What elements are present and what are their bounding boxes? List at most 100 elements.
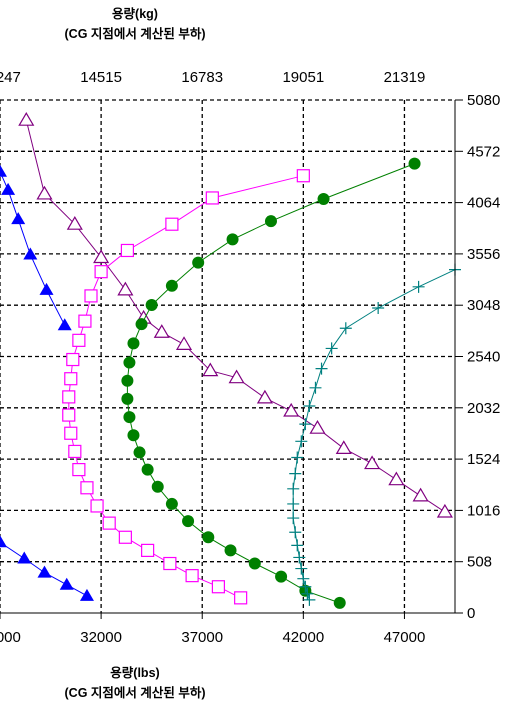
right-tick-label: 4064 bbox=[467, 195, 500, 212]
data-point-circle bbox=[264, 215, 277, 228]
right-tick-label: 3556 bbox=[467, 246, 500, 263]
data-point-circle bbox=[127, 429, 140, 442]
data-point-square bbox=[84, 289, 98, 303]
data-point-circle bbox=[165, 497, 178, 510]
data-point-square bbox=[62, 390, 76, 404]
data-point-square bbox=[64, 372, 78, 386]
data-series bbox=[0, 112, 461, 609]
data-point-triangle bbox=[79, 588, 94, 601]
data-point-plus bbox=[293, 551, 306, 564]
data-point-square bbox=[80, 481, 94, 495]
series-line bbox=[0, 170, 66, 326]
data-point-triangle bbox=[0, 164, 7, 177]
data-point-circle bbox=[151, 480, 164, 493]
data-point-triangle bbox=[175, 336, 193, 350]
data-point-plus bbox=[287, 482, 300, 495]
data-point-circle bbox=[141, 463, 154, 476]
data-point-triangle bbox=[93, 249, 110, 264]
data-point-plus bbox=[301, 587, 314, 600]
top-tick-label: 19051 bbox=[282, 69, 324, 86]
data-point-circle bbox=[182, 515, 195, 528]
data-point-triangle bbox=[36, 185, 53, 200]
data-point-square bbox=[62, 408, 76, 422]
right-tick-label: 5080 bbox=[467, 92, 500, 109]
right-tick-label: 1016 bbox=[467, 502, 500, 519]
data-point-triangle bbox=[283, 402, 300, 417]
data-point-triangle bbox=[0, 535, 7, 548]
data-point-plus bbox=[339, 322, 352, 335]
bottom-tick-label: 27000 bbox=[0, 629, 21, 646]
data-point-square bbox=[185, 569, 199, 583]
data-point-plus bbox=[309, 381, 322, 394]
data-point-triangle bbox=[66, 216, 83, 230]
data-point-triangle bbox=[23, 247, 38, 260]
bottom-tick-label: 37000 bbox=[181, 629, 223, 646]
data-point-plus bbox=[287, 512, 300, 525]
data-point-square bbox=[72, 463, 86, 477]
data-point-plus bbox=[297, 572, 310, 585]
data-point-triangle bbox=[335, 440, 352, 454]
right-tick-label: 0 bbox=[467, 605, 475, 622]
data-point-triangle bbox=[228, 369, 245, 384]
data-point-square bbox=[165, 217, 179, 231]
data-point-plus bbox=[291, 539, 304, 552]
top-tick-label: 14515 bbox=[80, 69, 122, 86]
data-point-square bbox=[68, 444, 82, 459]
top-tick-label: 21319 bbox=[384, 69, 426, 86]
bottom-tick-label: 47000 bbox=[384, 629, 426, 646]
data-point-triangle bbox=[1, 182, 16, 195]
data-point-square bbox=[163, 556, 177, 571]
data-point-circle bbox=[123, 411, 136, 424]
data-point-circle bbox=[127, 337, 140, 350]
data-point-square bbox=[90, 499, 104, 513]
data-point-square bbox=[205, 191, 219, 205]
right-tick-label: 3048 bbox=[467, 297, 500, 314]
data-point-plus bbox=[289, 526, 302, 539]
data-point-circle bbox=[408, 157, 421, 170]
data-point-triangle bbox=[18, 112, 35, 126]
data-point-plus bbox=[325, 342, 338, 355]
data-point-plus bbox=[287, 497, 300, 510]
data-point-circle bbox=[202, 531, 215, 544]
series-line bbox=[292, 269, 456, 601]
data-point-square bbox=[102, 516, 116, 530]
data-point-circle bbox=[145, 298, 158, 311]
right-tick-label: 2540 bbox=[467, 349, 500, 366]
data-point-triangle bbox=[11, 212, 26, 225]
axes: 5080457240643556304825402032152410165080… bbox=[0, 69, 500, 646]
data-point-triangle bbox=[256, 389, 273, 404]
data-point-triangle bbox=[364, 455, 381, 470]
data-point-triangle bbox=[412, 487, 429, 502]
data-point-square bbox=[64, 426, 78, 440]
right-tick-label: 1524 bbox=[467, 451, 500, 468]
data-point-circle bbox=[333, 596, 346, 609]
data-point-square bbox=[72, 333, 86, 347]
data-point-plus bbox=[289, 467, 302, 480]
data-point-plus bbox=[412, 280, 425, 293]
series-line bbox=[68, 175, 304, 599]
right-tick-label: 2032 bbox=[467, 400, 500, 417]
data-point-square bbox=[120, 243, 135, 258]
data-point-plus bbox=[291, 451, 304, 464]
data-point-plus bbox=[299, 580, 312, 593]
data-point-circle bbox=[133, 446, 146, 459]
data-point-plus bbox=[372, 302, 385, 315]
data-point-triangle bbox=[153, 324, 170, 338]
data-point-circle bbox=[192, 256, 205, 269]
top-tick-label: 12247 bbox=[0, 69, 21, 86]
data-point-circle bbox=[123, 356, 136, 369]
data-point-circle bbox=[121, 392, 134, 405]
data-point-circle bbox=[317, 192, 330, 205]
data-point-circle bbox=[248, 557, 261, 570]
data-point-square bbox=[234, 591, 248, 605]
top-axis-title-line2: (CG 지점에서 계산된 부하) bbox=[65, 26, 206, 41]
data-point-triangle bbox=[309, 420, 326, 434]
data-point-plus bbox=[303, 593, 316, 606]
data-point-circle bbox=[226, 233, 239, 246]
data-point-circle bbox=[224, 544, 237, 557]
bottom-axis-title-line1: 용량(lbs) bbox=[110, 665, 159, 680]
data-point-circle bbox=[165, 279, 178, 292]
right-tick-label: 4572 bbox=[467, 143, 500, 160]
data-point-circle bbox=[135, 318, 148, 331]
